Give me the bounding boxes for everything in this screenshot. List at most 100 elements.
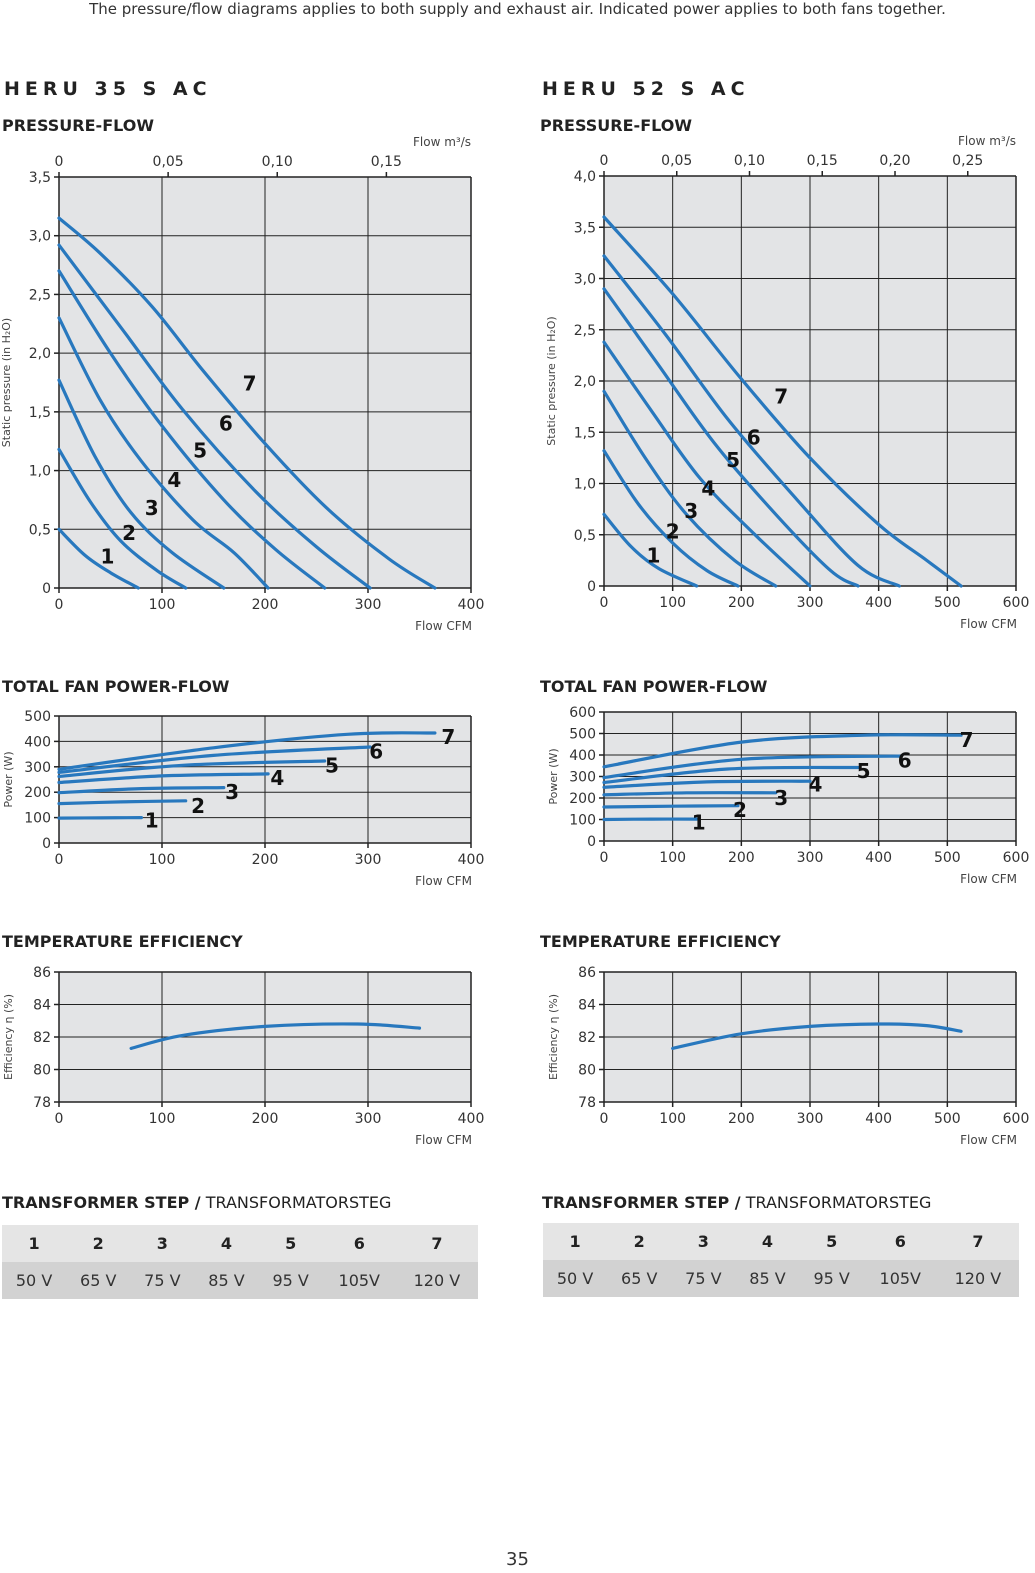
section-power-52: TOTAL FAN POWER-FLOW [540, 677, 768, 696]
y-tick-label: 0 [42, 581, 51, 597]
y-axis-label: Power (W) [2, 751, 15, 807]
x-tick-label: 400 [865, 1111, 892, 1127]
series-label: 3 [774, 786, 788, 810]
intro-text: The pressure/flow diagrams applies to bo… [89, 0, 946, 18]
x-tick-label: 100 [149, 1111, 176, 1127]
y-tick-label: 400 [569, 748, 596, 764]
voltage-cell: 50 V [2, 1262, 67, 1299]
series-curve-5 [57, 759, 327, 779]
series-curve-2 [57, 447, 188, 590]
y-tick-label: 200 [24, 785, 51, 801]
y-tick-label: 82 [33, 1030, 51, 1046]
series-curve-5 [602, 765, 860, 785]
x-tick-label: 600 [1003, 1111, 1030, 1127]
series-label: 1 [145, 809, 159, 833]
series-label: 5 [325, 754, 339, 778]
y-tick-label: 1,5 [574, 425, 596, 441]
y-tick-label: 100 [569, 813, 596, 829]
step-cell: 3 [671, 1223, 736, 1260]
x-axis-label: Flow CFM [415, 1133, 472, 1147]
y-tick-label: 80 [578, 1063, 596, 1079]
series-label: 3 [145, 496, 159, 520]
x-axis-label: Flow CFM [960, 617, 1017, 631]
series-label: 4 [701, 477, 715, 501]
section-pressure-52: PRESSURE-FLOW [540, 116, 692, 135]
x2-tick-label: 0,10 [734, 153, 765, 169]
y-tick-label: 3,5 [29, 170, 51, 186]
step-cell: 2 [607, 1223, 672, 1260]
x-tick-label: 500 [934, 850, 961, 866]
series-curve-7 [57, 731, 437, 771]
series-label: 4 [270, 766, 284, 790]
transformer-table-52: 1 2 3 4 5 6 7 50 V 65 V 75 V 85 V 95 V 1… [543, 1223, 1019, 1297]
y-tick-label: 600 [569, 705, 596, 721]
step-cell: 7 [395, 1225, 478, 1262]
y-tick-label: 300 [24, 760, 51, 776]
x-tick-label: 200 [728, 1111, 755, 1127]
y-tick-label: 86 [33, 965, 51, 981]
model-title-heru35: HERU 35 S AC [4, 78, 212, 100]
x-tick-label: 200 [728, 850, 755, 866]
step-cell: 1 [2, 1225, 67, 1262]
x-tick-label: 100 [149, 852, 176, 868]
series-curve-6 [602, 254, 901, 588]
x2-tick-label: 0,05 [661, 153, 692, 169]
x-tick-label: 0 [55, 852, 64, 868]
x-tick-label: 100 [149, 597, 176, 613]
series-curve-6 [57, 243, 372, 590]
y-axis-label: Static pressure (in H₂O) [545, 316, 558, 445]
voltage-cell: 75 V [130, 1262, 195, 1299]
voltage-cell: 85 V [735, 1260, 800, 1297]
x-tick-label: 600 [1003, 595, 1030, 611]
series-label: 2 [191, 794, 205, 818]
x2-tick-label: 0,10 [262, 154, 293, 170]
series-curve-1 [57, 816, 143, 820]
series-label: 7 [441, 725, 455, 749]
y-tick-label: 0,5 [29, 522, 51, 538]
x-tick-label: 300 [355, 597, 382, 613]
series-curve-4 [602, 779, 812, 789]
series-curve-2 [602, 449, 740, 588]
y-tick-label: 1,5 [29, 405, 51, 421]
x-tick-label: 0 [600, 850, 609, 866]
step-cell: 1 [543, 1223, 608, 1260]
x-tick-label: 100 [659, 595, 686, 611]
x-tick-label: 300 [797, 850, 824, 866]
y-tick-label: 78 [33, 1095, 51, 1111]
x-axis-label: Flow CFM [415, 619, 472, 633]
y-tick-label: 1,0 [574, 477, 596, 493]
x-tick-label: 300 [355, 1111, 382, 1127]
x-tick-label: 300 [797, 1111, 824, 1127]
series-label: 1 [692, 811, 706, 835]
series-label: 7 [243, 372, 257, 396]
x-tick-label: 200 [252, 1111, 279, 1127]
series-curve-7 [602, 733, 963, 769]
x2-axis-label: Flow m³/s [958, 134, 1016, 148]
x-tick-label: 400 [865, 850, 892, 866]
y-tick-label: 2,5 [29, 287, 51, 303]
y-tick-label: 82 [578, 1030, 596, 1046]
step-cell: 6 [863, 1223, 937, 1260]
y-tick-label: 100 [24, 811, 51, 827]
section-efficiency-52: TEMPERATURE EFFICIENCY [540, 932, 781, 951]
step-cell: 6 [322, 1225, 396, 1262]
series-curve-4 [57, 316, 270, 590]
x-tick-label: 300 [797, 595, 824, 611]
model-title-heru52: HERU 52 S AC [542, 78, 750, 100]
series-label: 1 [646, 543, 660, 567]
voltage-cell: 50 V [543, 1260, 608, 1297]
y-tick-label: 3,0 [29, 229, 51, 245]
series-curve-2 [57, 799, 188, 806]
voltage-cell: 65 V [66, 1262, 131, 1299]
step-cell: 5 [258, 1225, 323, 1262]
y-axis-label: Efficiency η (%) [2, 994, 15, 1080]
y-tick-label: 0 [587, 834, 596, 850]
x-tick-label: 400 [458, 852, 485, 868]
x-tick-label: 100 [659, 1111, 686, 1127]
series-label: 5 [726, 448, 740, 472]
series-curve-7 [602, 215, 963, 588]
y-tick-label: 84 [33, 998, 51, 1014]
x-tick-label: 200 [728, 595, 755, 611]
x2-tick-label: 0,15 [371, 154, 402, 170]
series-label: 4 [167, 468, 181, 492]
